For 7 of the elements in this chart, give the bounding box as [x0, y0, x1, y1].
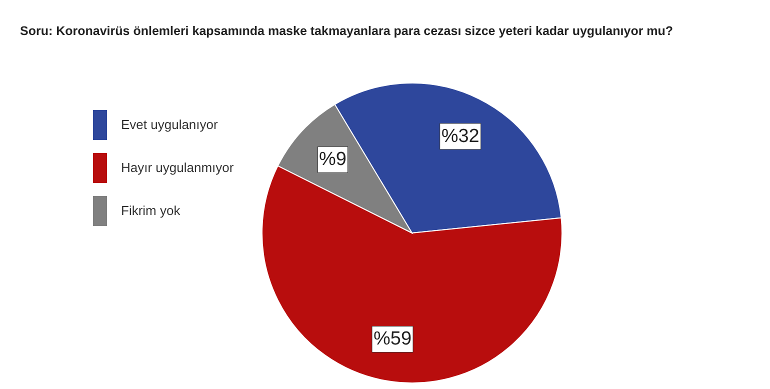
legend-label: Hayır uygulanmıyor	[121, 160, 234, 175]
legend-label: Fikrim yok	[121, 203, 180, 218]
chart-title: Soru: Koronavirüs önlemleri kapsamında maske takmayanlara para cezası sizce yeteri kadar uygulanıyor mu?	[20, 24, 674, 38]
data-label: %9	[319, 149, 346, 170]
data-label: %32	[441, 126, 480, 147]
legend-label: Evet uygulanıyor	[121, 117, 218, 132]
data-label: %59	[373, 328, 412, 350]
